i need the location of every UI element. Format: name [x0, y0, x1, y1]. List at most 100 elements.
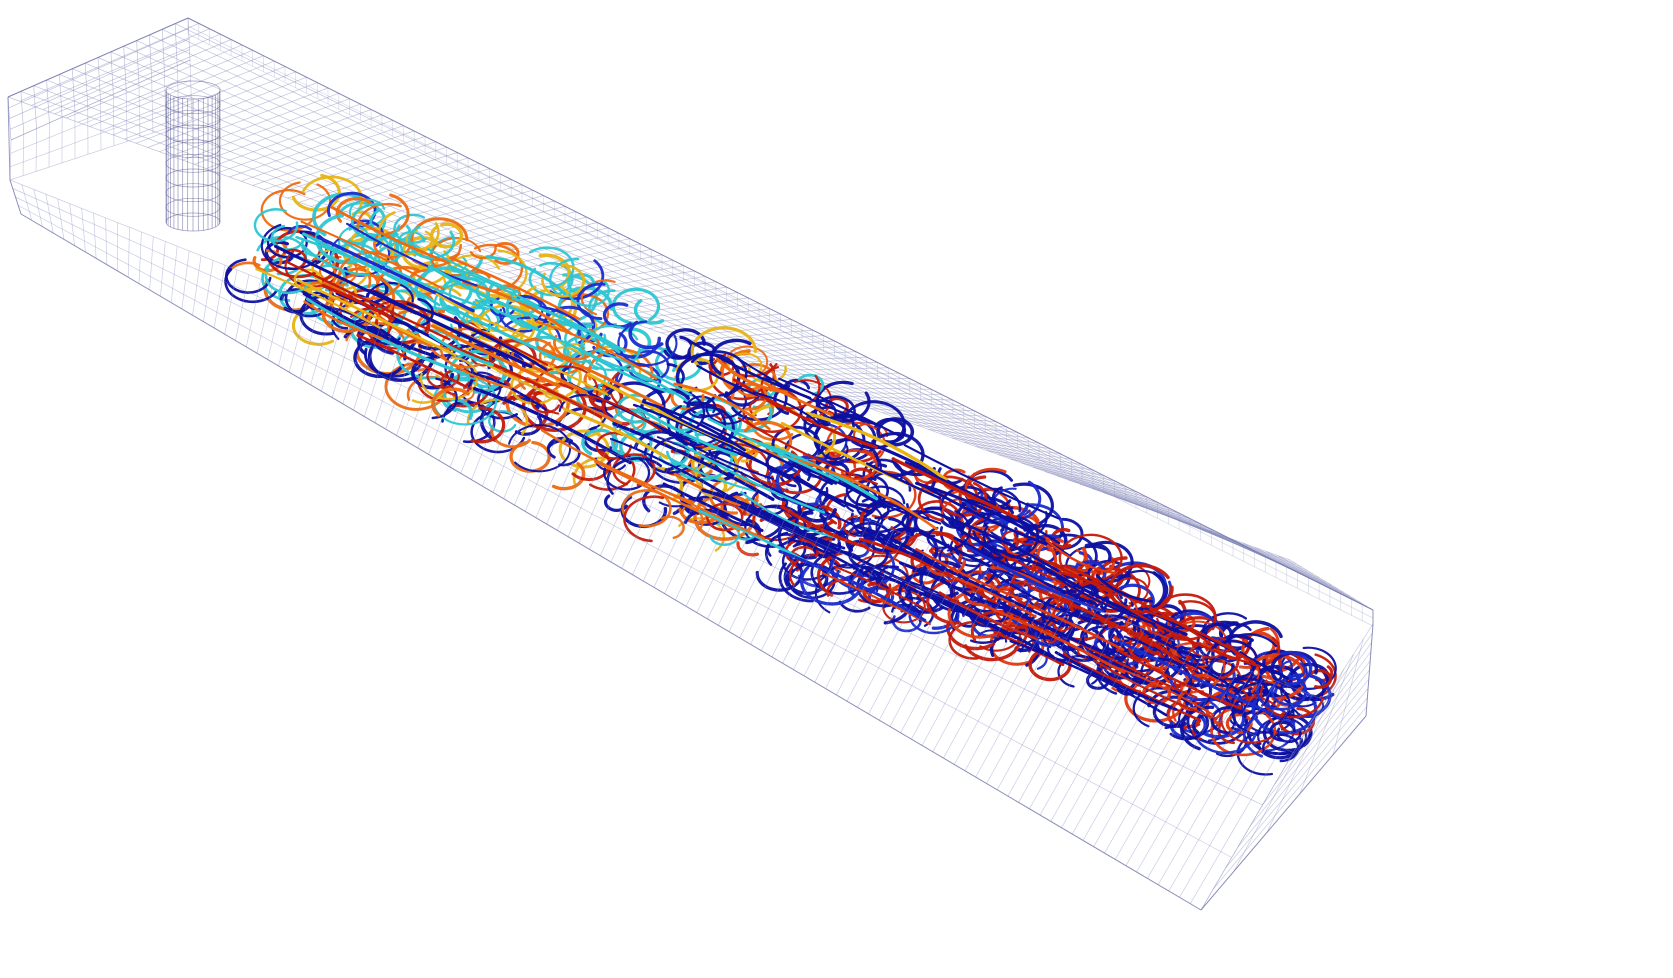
streamline-tube — [777, 513, 817, 560]
streamline-streak — [1035, 562, 1188, 636]
streamline-streak — [915, 547, 1023, 601]
streamline-streak — [924, 485, 1048, 546]
streamline-tube — [1157, 593, 1217, 641]
streamline-tube — [654, 346, 703, 382]
streamline-tube — [581, 428, 619, 456]
streamline-streak — [612, 422, 775, 501]
streamline-tube — [443, 254, 501, 289]
streamline-streak — [428, 333, 494, 367]
streamline-tube — [514, 415, 543, 436]
streamline-tube — [470, 406, 506, 444]
streamline-tube — [291, 173, 341, 212]
streamline-tube — [508, 424, 572, 473]
streamline-streak — [302, 292, 439, 359]
streamline-streak — [740, 491, 838, 539]
streamline-tube — [490, 424, 532, 449]
streamline-tube — [602, 381, 666, 419]
streamline-streak — [780, 504, 868, 549]
streamline-streak — [465, 370, 548, 411]
streamline-tube — [666, 362, 685, 385]
streamline-streak — [339, 238, 485, 309]
streamline-tube — [686, 395, 717, 419]
streamline-streak — [996, 599, 1110, 656]
streamline-streak — [739, 359, 877, 426]
streamline-tube — [477, 390, 518, 420]
streamline-streak — [406, 302, 548, 371]
streamline-streak — [616, 424, 757, 493]
streamline-tube — [926, 526, 950, 550]
streamline-tube — [1078, 560, 1107, 582]
streamline-tube — [651, 466, 684, 502]
streamline-streak — [609, 363, 689, 403]
streamline-tube — [465, 296, 516, 332]
streamline-streak — [295, 235, 441, 307]
streamline-tube — [709, 338, 752, 375]
streamline-tube — [814, 572, 831, 614]
streamline-streak — [255, 268, 381, 329]
streamline-tube — [364, 347, 424, 378]
streamline-streak — [1009, 639, 1168, 717]
streamline-tube — [360, 233, 400, 257]
streamline-streak — [858, 537, 999, 606]
streamline-tube — [1115, 583, 1155, 611]
streamline-streak — [778, 377, 904, 439]
streamline-tube — [1042, 614, 1081, 649]
streamline-streak — [662, 482, 764, 532]
streamline-tube — [267, 257, 317, 279]
streamline-tube — [856, 576, 913, 625]
streamline-streak — [594, 460, 741, 532]
streamline-tube — [401, 236, 443, 270]
streamline-tube — [1208, 656, 1235, 677]
streamline-tube — [1259, 679, 1324, 719]
streamline-tube — [1231, 690, 1284, 737]
streamline-tube — [564, 336, 591, 363]
streamline-streak — [815, 538, 978, 618]
streamline-streak — [787, 537, 875, 581]
streamline-tube — [815, 380, 871, 423]
streamline-streak — [550, 318, 621, 354]
streamline-streak — [987, 567, 1101, 623]
streamline-streak — [437, 312, 549, 366]
streamline-tube — [488, 410, 517, 433]
streamline-streak — [449, 256, 581, 321]
streamline-streak — [1098, 588, 1261, 668]
streamline-streak — [485, 255, 566, 296]
streamline-streak — [833, 565, 938, 616]
streamline-streak — [609, 437, 714, 489]
streamline-tube — [991, 486, 1014, 510]
streamline-streak — [673, 382, 771, 431]
streamline-tube — [1273, 673, 1332, 719]
streamline-tube — [764, 531, 789, 567]
streamline-tube — [825, 493, 849, 525]
streamline-tube — [845, 503, 884, 537]
streamline-tube — [683, 394, 717, 407]
vortex-streamlines — [224, 173, 1337, 776]
streamline-tube — [687, 341, 717, 365]
streamline-tube — [551, 462, 586, 491]
streamline-streak — [782, 454, 938, 531]
cylinder-obstacle — [165, 80, 221, 232]
streamline-tube — [1265, 636, 1281, 666]
streamline-streak — [346, 222, 478, 287]
streamline-tube — [366, 281, 414, 303]
streamline-tube — [606, 457, 663, 495]
streamline-tube — [603, 454, 651, 491]
streamline-streak — [473, 387, 632, 465]
streamline-tube — [431, 387, 470, 417]
streamline-streak — [903, 444, 1061, 520]
streamline-streak — [427, 248, 520, 294]
streamline-streak — [795, 475, 873, 515]
streamline-streak — [953, 536, 1094, 605]
streamline-tube — [287, 224, 313, 234]
streamline-streak — [1123, 635, 1244, 694]
channel-mesh-back-faces — [7, 17, 1374, 627]
streamline-streak — [536, 345, 664, 408]
streamline-tube — [736, 541, 759, 557]
streamline-streak — [701, 421, 833, 486]
streamline-streak — [918, 531, 1014, 578]
streamline-tube — [1169, 706, 1210, 741]
streamline-streak — [1045, 539, 1117, 575]
streamline-tube — [1262, 733, 1300, 763]
streamline-tube — [547, 439, 581, 467]
